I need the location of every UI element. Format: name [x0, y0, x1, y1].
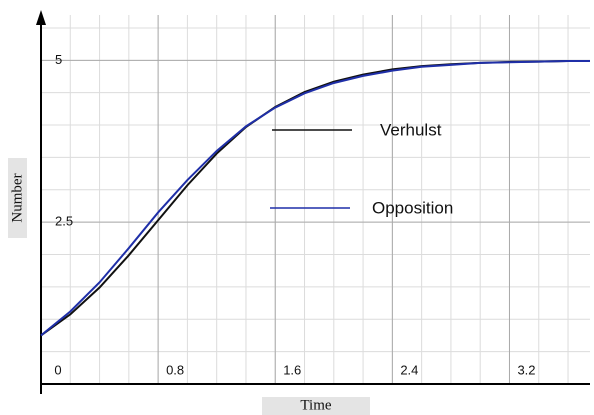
y-label-box [8, 158, 27, 238]
legend-label: Verhulst [380, 120, 442, 139]
x-tick-label: 3.2 [517, 362, 535, 377]
x-label-box [262, 397, 370, 415]
x-tick-label: 1.6 [283, 362, 301, 377]
x-tick-label: 0.8 [166, 362, 184, 377]
line-series [40, 59, 590, 337]
legend-label: Opposition [372, 198, 453, 217]
y-axis-label: Number [9, 173, 25, 222]
line-series [40, 59, 590, 337]
y-axis-arrow [36, 10, 46, 25]
x-tick-label: 0 [54, 362, 61, 377]
x-axis-label: Time [300, 397, 331, 413]
grid [40, 15, 590, 384]
y-tick-label: 2.5 [55, 214, 73, 229]
x-tick-label: 2.4 [400, 362, 418, 377]
y-tick-label: 5 [55, 52, 62, 67]
